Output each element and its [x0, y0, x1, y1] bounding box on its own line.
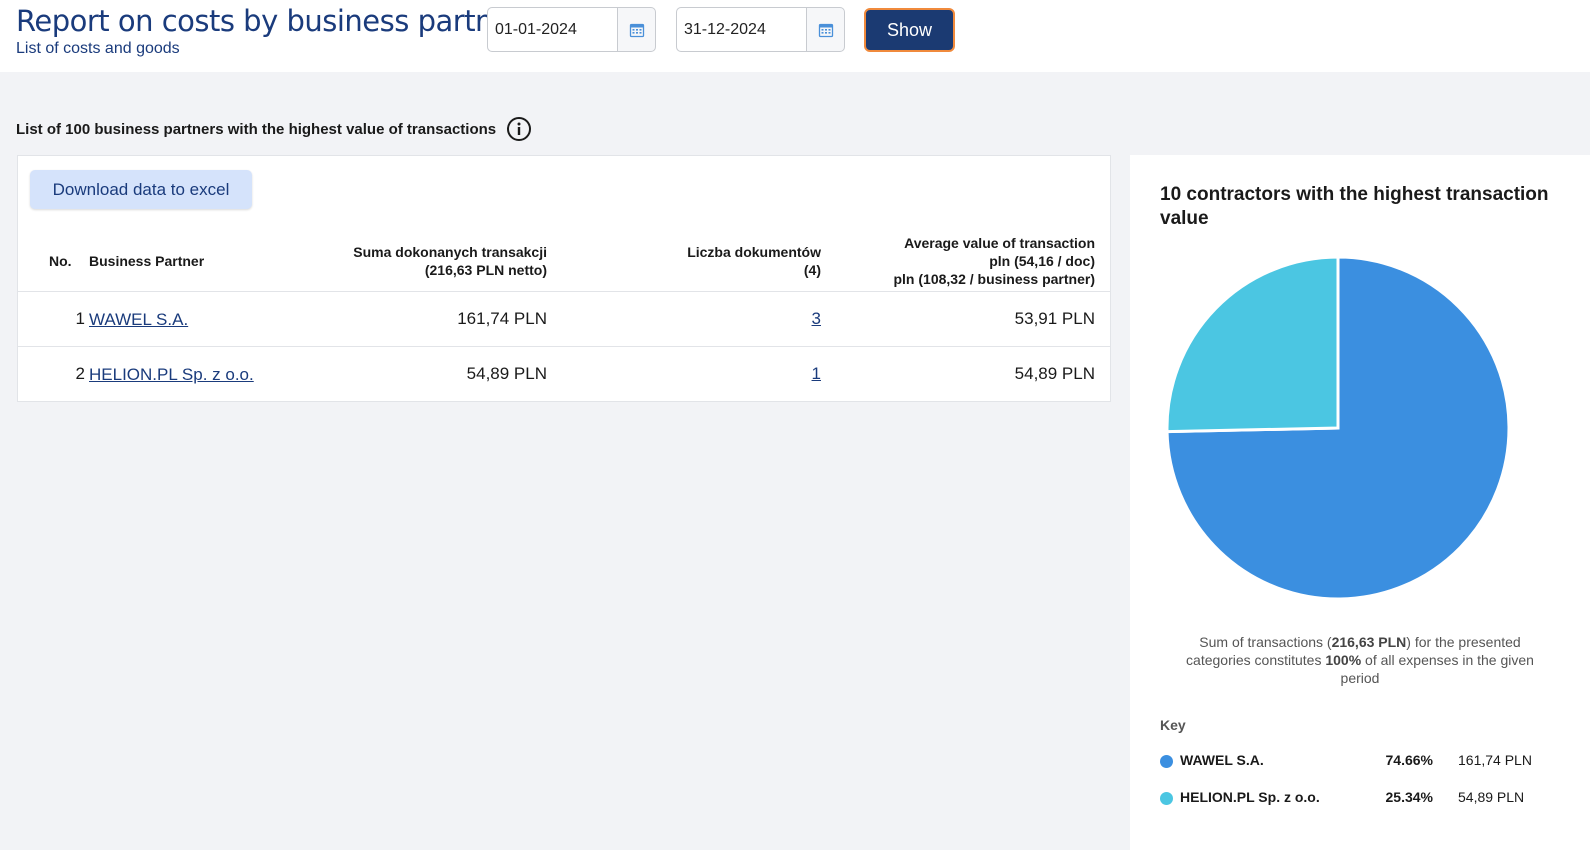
calendar-icon: [818, 23, 833, 37]
legend-key-label: Key: [1160, 717, 1186, 733]
legend-item: WAWEL S.A. 74.66% 161,74 PLN: [1160, 751, 1560, 771]
chart-caption: Sum of transactions (216,63 PLN) for the…: [1170, 633, 1550, 687]
download-excel-button[interactable]: Download data to excel: [30, 170, 252, 209]
column-header-partner: Business Partner: [89, 253, 205, 269]
legend-item: HELION.PL Sp. z o.o. 25.34% 54,89 PLN: [1160, 788, 1560, 808]
legend-dot: [1160, 755, 1173, 768]
column-header-sum: Suma dokonanych transakcji (216,63 PLN n…: [353, 243, 547, 279]
column-header-avg-line2: pln (54,16 / doc): [989, 253, 1095, 269]
partners-table-card: Download data to excel No. Business Part…: [17, 155, 1111, 402]
legend-name: WAWEL S.A.: [1180, 752, 1264, 768]
date-to-input[interactable]: 31-12-2024: [677, 8, 806, 51]
row-docs-link[interactable]: 3: [811, 309, 821, 328]
page-title: Report on costs by business partners: [16, 4, 537, 38]
row-average: 54,89 PLN: [1014, 364, 1095, 383]
chart-title: 10 contractors with the highest transact…: [1160, 184, 1549, 229]
legend-dot: [1160, 792, 1173, 805]
date-from-field[interactable]: 01-01-2024: [487, 7, 656, 52]
row-docs-link[interactable]: 1: [811, 364, 821, 383]
legend-amount: 161,74 PLN: [1458, 752, 1532, 768]
partner-link[interactable]: HELION.PL Sp. z o.o.: [89, 365, 254, 384]
section-title: List of 100 business partners with the h…: [16, 120, 497, 138]
table-row: 1 WAWEL S.A. 161,74 PLN 3 53,91 PLN: [18, 291, 1110, 346]
column-header-sum-line2: (216,63 PLN netto): [424, 262, 547, 278]
row-sum: 161,74 PLN: [457, 309, 547, 328]
caption-percent: 100%: [1325, 652, 1362, 668]
table-row: 2 HELION.PL Sp. z o.o. 54,89 PLN 1 54,89…: [18, 346, 1110, 401]
column-header-docs-line1: Liczba dokumentów: [687, 244, 821, 260]
row-average: 53,91 PLN: [1014, 309, 1095, 328]
page-subtitle: List of costs and goods: [16, 40, 180, 57]
row-number: 2: [75, 364, 85, 383]
legend-percent: 25.34%: [1385, 789, 1433, 805]
legend-percent: 74.66%: [1385, 752, 1433, 768]
caption-text-2: ) for the presented categories constitut…: [1186, 634, 1521, 668]
column-header-docs: Liczba dokumentów (4): [687, 243, 821, 279]
column-header-avg-line1: Average value of transaction: [904, 235, 1095, 251]
chart-card: 10 contractors with the highest transact…: [1130, 155, 1590, 850]
pie-chart: [1165, 255, 1511, 601]
legend-amount: 54,89 PLN: [1458, 789, 1525, 805]
section-heading: List of 100 business partners with the h…: [16, 116, 532, 142]
date-to-calendar-button[interactable]: [806, 8, 844, 51]
date-to-field[interactable]: 31-12-2024: [676, 7, 845, 52]
partner-link[interactable]: WAWEL S.A.: [89, 310, 189, 329]
column-header-docs-line2: (4): [803, 262, 821, 278]
show-button[interactable]: Show: [864, 8, 955, 52]
row-number: 1: [75, 309, 85, 328]
top-bar: Report on costs by business partners Lis…: [0, 0, 1590, 72]
date-from-calendar-button[interactable]: [617, 8, 655, 51]
pie-slice[interactable]: [1165, 255, 1340, 434]
column-header-sum-line1: Suma dokonanych transakcji: [353, 244, 547, 260]
caption-sum: 216,63 PLN: [1331, 634, 1407, 650]
column-header-avg: Average value of transaction pln (54,16 …: [893, 234, 1095, 288]
column-header-avg-line3: pln (108,32 / business partner): [893, 271, 1095, 287]
legend-name: HELION.PL Sp. z o.o.: [1180, 789, 1320, 805]
row-sum: 54,89 PLN: [466, 364, 547, 383]
caption-text-3: of all expenses in the given period: [1340, 652, 1534, 686]
date-from-input[interactable]: 01-01-2024: [488, 8, 617, 51]
column-header-no: No.: [49, 253, 72, 269]
info-icon[interactable]: [506, 116, 532, 142]
caption-text-1: Sum of transactions (: [1199, 634, 1332, 650]
calendar-icon: [629, 23, 644, 37]
